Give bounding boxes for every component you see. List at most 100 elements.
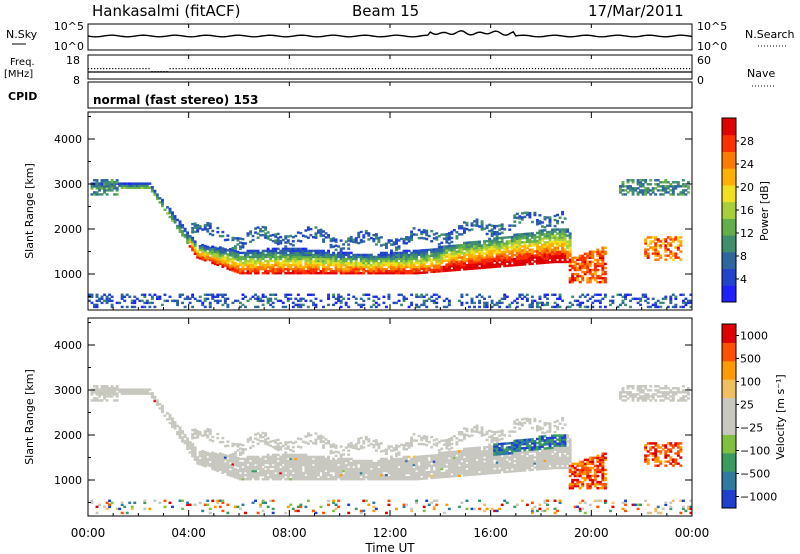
power-cell bbox=[402, 261, 406, 265]
velocity-cell bbox=[392, 475, 396, 479]
power-cell bbox=[520, 303, 524, 307]
power-cell bbox=[216, 226, 220, 230]
velocity-cell bbox=[191, 442, 195, 446]
velocity-cell bbox=[110, 385, 114, 388]
power-cell bbox=[198, 245, 202, 248]
velocity-cell bbox=[420, 442, 424, 446]
power-cell bbox=[450, 265, 454, 268]
power-cell bbox=[317, 271, 320, 275]
power-cell bbox=[334, 269, 338, 273]
velocity-cell bbox=[442, 459, 446, 462]
velocity-cell bbox=[115, 387, 119, 390]
velocity-cell bbox=[271, 453, 275, 457]
freq-dot bbox=[495, 68, 497, 70]
power-cell bbox=[561, 212, 565, 216]
power-cell bbox=[400, 269, 403, 273]
power-cell bbox=[503, 295, 507, 299]
power-cell bbox=[397, 261, 401, 265]
power-cell bbox=[166, 299, 169, 303]
power-cell bbox=[392, 251, 396, 255]
power-cell bbox=[641, 179, 645, 182]
velocity-cell bbox=[405, 465, 409, 469]
velocity-cell bbox=[390, 461, 393, 465]
velocity-cell bbox=[226, 465, 230, 468]
power-cell bbox=[198, 299, 202, 303]
power-cell bbox=[181, 224, 185, 227]
velocity-cell bbox=[359, 469, 363, 473]
velocity-cell bbox=[251, 467, 255, 471]
power-cell bbox=[322, 259, 325, 263]
velocity-cell bbox=[390, 455, 393, 458]
velocity-cell bbox=[271, 455, 275, 459]
freq-dot bbox=[317, 68, 319, 70]
power-cell bbox=[244, 257, 247, 261]
power-cell bbox=[98, 183, 101, 186]
velocity-cell bbox=[271, 499, 275, 502]
velocity-cell bbox=[437, 449, 441, 452]
freq-dot bbox=[248, 68, 250, 70]
power-cell bbox=[206, 245, 210, 249]
velocity-cell bbox=[415, 471, 419, 475]
power-cell bbox=[372, 303, 376, 307]
power-cell bbox=[123, 295, 127, 299]
power-cell bbox=[387, 263, 391, 267]
power-cell bbox=[402, 299, 406, 303]
power-cell bbox=[495, 253, 499, 256]
velocity-cell bbox=[226, 440, 230, 443]
power-cell bbox=[314, 261, 318, 265]
velocity-cell bbox=[264, 473, 268, 477]
freq-dot bbox=[344, 68, 346, 70]
power-cell bbox=[311, 269, 315, 273]
velocity-cell bbox=[95, 505, 99, 509]
power-cell bbox=[339, 239, 343, 242]
power-cell bbox=[266, 251, 270, 255]
power-cell bbox=[490, 299, 494, 303]
velocity-cell bbox=[269, 457, 273, 461]
power-cell bbox=[571, 295, 575, 299]
velocity-cell bbox=[339, 459, 343, 463]
velocity-cell bbox=[390, 467, 393, 471]
power-cell bbox=[568, 232, 572, 235]
power-cell bbox=[274, 255, 278, 259]
velocity-cell bbox=[269, 440, 273, 443]
power-cell bbox=[669, 236, 673, 239]
velocity-cell bbox=[309, 477, 313, 481]
power-cell bbox=[276, 299, 280, 303]
power-cell bbox=[286, 267, 290, 271]
power-cell bbox=[357, 269, 361, 273]
power-cell bbox=[221, 234, 225, 238]
power-cell bbox=[379, 255, 383, 259]
velocity-cell bbox=[231, 458, 235, 462]
velocity-cell bbox=[266, 477, 270, 481]
power-cell bbox=[241, 293, 245, 296]
power-cell bbox=[457, 233, 461, 236]
power-cell bbox=[689, 305, 693, 309]
velocity-cell bbox=[274, 473, 278, 477]
power-cell bbox=[296, 265, 300, 269]
velocity-cell bbox=[251, 444, 255, 448]
power-cell bbox=[311, 263, 315, 267]
velocity-cell bbox=[372, 469, 376, 473]
power-cell bbox=[601, 276, 605, 280]
power-cell bbox=[500, 242, 504, 246]
power-cell bbox=[203, 305, 207, 309]
power-cell bbox=[437, 253, 441, 257]
velocity-cell bbox=[309, 459, 313, 463]
freq-dot bbox=[432, 68, 434, 70]
power-cell bbox=[228, 254, 232, 257]
power-cell bbox=[309, 257, 313, 261]
power-cell bbox=[95, 187, 99, 190]
power-cell bbox=[397, 247, 401, 250]
velocity-cell bbox=[334, 473, 338, 477]
velocity-cell bbox=[123, 388, 127, 391]
power-cell bbox=[256, 295, 260, 299]
power-cell bbox=[528, 258, 532, 262]
power-cell bbox=[251, 261, 255, 265]
velocity-cell bbox=[415, 463, 419, 467]
power-cell bbox=[236, 258, 240, 262]
velocity-cell bbox=[211, 439, 215, 443]
power-cell bbox=[186, 237, 190, 240]
freq-dot bbox=[217, 68, 220, 70]
power-cell bbox=[349, 251, 353, 255]
power-cell bbox=[430, 264, 434, 268]
